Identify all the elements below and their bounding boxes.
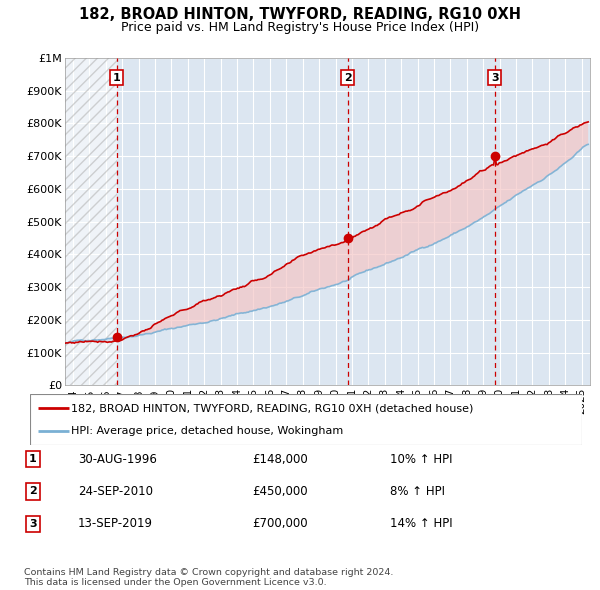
Text: 1: 1 [113,73,121,83]
Bar [65,58,117,385]
Text: 13-SEP-2019: 13-SEP-2019 [78,517,153,530]
Text: 3: 3 [491,73,499,83]
Text: 2: 2 [29,487,37,496]
Text: £148,000: £148,000 [252,453,308,466]
Text: £450,000: £450,000 [252,485,308,498]
Text: 10% ↑ HPI: 10% ↑ HPI [390,453,452,466]
Text: 182, BROAD HINTON, TWYFORD, READING, RG10 0XH: 182, BROAD HINTON, TWYFORD, READING, RG1… [79,7,521,22]
Text: £700,000: £700,000 [252,517,308,530]
Text: 8% ↑ HPI: 8% ↑ HPI [390,485,445,498]
Text: 1: 1 [29,454,37,464]
Text: Price paid vs. HM Land Registry's House Price Index (HPI): Price paid vs. HM Land Registry's House … [121,21,479,34]
Text: 24-SEP-2010: 24-SEP-2010 [78,485,153,498]
Text: 14% ↑ HPI: 14% ↑ HPI [390,517,452,530]
Text: 3: 3 [29,519,37,529]
Text: Contains HM Land Registry data © Crown copyright and database right 2024.
This d: Contains HM Land Registry data © Crown c… [24,568,394,587]
Text: 2: 2 [344,73,352,83]
Text: 182, BROAD HINTON, TWYFORD, READING, RG10 0XH (detached house): 182, BROAD HINTON, TWYFORD, READING, RG1… [71,403,474,413]
Text: HPI: Average price, detached house, Wokingham: HPI: Average price, detached house, Woki… [71,426,344,436]
Text: 30-AUG-1996: 30-AUG-1996 [78,453,157,466]
